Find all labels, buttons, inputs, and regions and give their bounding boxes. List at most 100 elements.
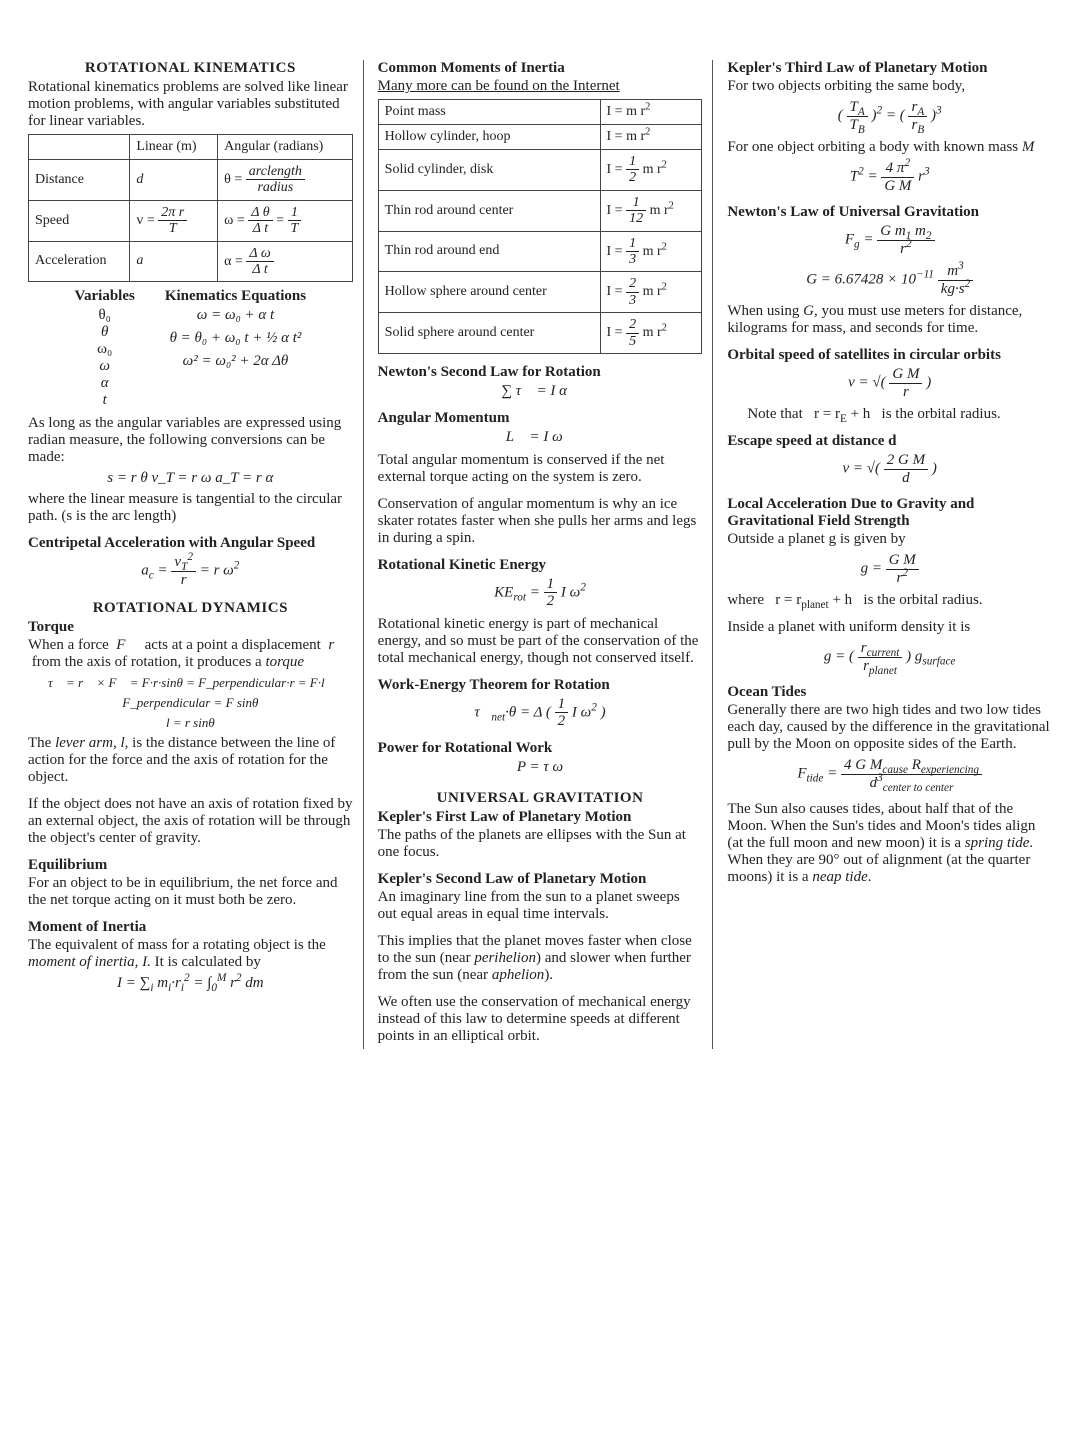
var-1: θ bbox=[75, 324, 135, 341]
k2-p2: This implies that the planet moves faste… bbox=[378, 933, 703, 984]
tide-title: Ocean Tides bbox=[727, 684, 1052, 701]
column-2: Common Moments of Inertia Many more can … bbox=[378, 60, 714, 1049]
wet-title: Work-Energy Theorem for Rotation bbox=[378, 677, 703, 694]
ke-0: ω = ω₀ + α t bbox=[165, 307, 306, 324]
var-5: t bbox=[75, 392, 135, 409]
n2r-title: Newton's Second Law for Rotation bbox=[378, 364, 703, 381]
angmom-eq: L⃗ = I ω⃗ bbox=[378, 429, 703, 446]
esc-title: Escape speed at distance d bbox=[727, 433, 1052, 450]
m1n: Hollow cylinder, hoop bbox=[378, 125, 600, 150]
centripetal-title: Centripetal Acceleration with Angular Sp… bbox=[28, 535, 353, 552]
m6e: I = 25 m r2 bbox=[600, 313, 702, 354]
locg-p1: Outside a planet g is given by bbox=[727, 531, 1052, 548]
kr1-label: Speed bbox=[29, 200, 130, 241]
angmom-p2: Conservation of angular momentum is why … bbox=[378, 496, 703, 547]
tide-p2: The Sun also causes tides, about half th… bbox=[727, 801, 1052, 886]
k3-eq1: ( TATB )2 = ( rArB )3 bbox=[727, 99, 1052, 133]
m0e: I = m r2 bbox=[600, 100, 702, 125]
locg-p2: Inside a planet with uniform density it … bbox=[727, 619, 1052, 636]
torque-p2: The lever arm, l, is the distance betwee… bbox=[28, 735, 353, 786]
k3-title: Kepler's Third Law of Planetary Motion bbox=[727, 60, 1052, 77]
orb-note: Note that r = rE + h is the orbital radi… bbox=[747, 406, 1052, 423]
equil-p: For an object to be in equilibrium, the … bbox=[28, 875, 353, 909]
kr2-ang: α = Δ ωΔ t bbox=[218, 241, 353, 282]
angmom-p1: Total angular momentum is conserved if t… bbox=[378, 452, 703, 486]
k2-p1: An imaginary line from the sun to a plan… bbox=[378, 889, 703, 923]
ke-1: θ = θ₀ + ω₀ t + ½ α t² bbox=[165, 330, 306, 347]
moi-title: Moment of Inertia bbox=[28, 919, 353, 936]
orb-title: Orbital speed of satellites in circular … bbox=[727, 347, 1052, 364]
nug-eq1: Fg = G m1 m2r2 bbox=[727, 223, 1052, 257]
conv-eq: s = r θ v_T = r ω a_T = r α bbox=[28, 470, 353, 487]
rot-kinematics-title: ROTATIONAL KINEMATICS bbox=[28, 60, 353, 77]
m6n: Solid sphere around center bbox=[378, 313, 600, 354]
k1-p: The paths of the planets are ellipses wi… bbox=[378, 827, 703, 861]
conv-intro: As long as the angular variables are exp… bbox=[28, 415, 353, 466]
kinematics-table: Linear (m) Angular (radians) Distance d … bbox=[28, 134, 353, 282]
kr0-lin: d bbox=[130, 160, 218, 201]
m1e: I = m r2 bbox=[600, 125, 702, 150]
locg-eq2: g = ( rcurrentrplanet ) gsurface bbox=[727, 640, 1052, 674]
column-3: Kepler's Third Law of Planetary Motion F… bbox=[727, 60, 1052, 1049]
locg-eq1: g = G Mr2 bbox=[727, 552, 1052, 586]
kh-1: Linear (m) bbox=[130, 135, 218, 160]
m3n: Thin rod around center bbox=[378, 190, 600, 231]
locg-note: where r = rplanet + h is the orbital rad… bbox=[727, 592, 1052, 609]
moi-common-title: Common Moments of Inertia bbox=[378, 60, 703, 77]
kr1-ang: ω = Δ θΔ t = 1T bbox=[218, 200, 353, 241]
nug-eq2: G = 6.67428 × 10−11 m3kg·s2 bbox=[727, 263, 1052, 297]
k2-title: Kepler's Second Law of Planetary Motion bbox=[378, 871, 703, 888]
orb-eq: v = √( G Mr ) bbox=[727, 366, 1052, 400]
centripetal-eq: ac = vT2r = r ω2 bbox=[28, 554, 353, 588]
var-4: α bbox=[75, 375, 135, 392]
torque-title: Torque bbox=[28, 619, 353, 636]
nug-title: Newton's Law of Universal Gravitation bbox=[727, 204, 1052, 221]
n2r-eq: ∑ τ⃗ = I α⃗ bbox=[378, 383, 703, 400]
moi-table: Point massI = m r2 Hollow cylinder, hoop… bbox=[378, 99, 703, 354]
page-columns: ROTATIONAL KINEMATICS Rotational kinemat… bbox=[28, 60, 1052, 1049]
wet-eq: τ⃗net·θ = Δ ( 12 I ω2 ) bbox=[378, 696, 703, 730]
kin-eq-title: Kinematics Equations bbox=[165, 288, 306, 305]
kh-0 bbox=[29, 135, 130, 160]
moi-eq: I = ∑i mi·ri2 = ∫0M r2 dm bbox=[28, 975, 353, 992]
moi-common-sub: Many more can be found on the Internet bbox=[378, 78, 703, 95]
kr2-label: Acceleration bbox=[29, 241, 130, 282]
kr0-label: Distance bbox=[29, 160, 130, 201]
column-1: ROTATIONAL KINEMATICS Rotational kinemat… bbox=[28, 60, 364, 1049]
m4n: Thin rod around end bbox=[378, 231, 600, 272]
torque-eq2: F_perpendicular = F sinθ bbox=[28, 695, 353, 711]
var-2: ω₀ bbox=[75, 341, 135, 358]
tide-eq: Ftide = 4 G Mcause Rexperiencingd3center… bbox=[727, 757, 1052, 791]
rke-eq: KErot = 12 I ω2 bbox=[378, 576, 703, 610]
equil-title: Equilibrium bbox=[28, 857, 353, 874]
k1-title: Kepler's First Law of Planetary Motion bbox=[378, 809, 703, 826]
pow-eq: P = τ ω bbox=[378, 759, 703, 776]
kr2-lin: a bbox=[130, 241, 218, 282]
torque-p1: When a force F⃗ acts at a point a displa… bbox=[28, 637, 353, 671]
rke-p: Rotational kinetic energy is part of mec… bbox=[378, 616, 703, 667]
ke-2: ω² = ω₀² + 2α Δθ bbox=[165, 353, 306, 370]
torque-p3: If the object does not have an axis of r… bbox=[28, 796, 353, 847]
k3-eq2: T2 = 4 π2G M r3 bbox=[727, 160, 1052, 194]
pow-title: Power for Rotational Work bbox=[378, 740, 703, 757]
m5e: I = 23 m r2 bbox=[600, 272, 702, 313]
esc-eq: v = √( 2 G Md ) bbox=[727, 452, 1052, 486]
kh-2: Angular (radians) bbox=[218, 135, 353, 160]
ug-title: UNIVERSAL GRAVITATION bbox=[378, 790, 703, 807]
var-3: ω bbox=[75, 358, 135, 375]
moi-p: The equivalent of mass for a rotating ob… bbox=[28, 937, 353, 971]
k3-p1: For two objects orbiting the same body, bbox=[727, 78, 1052, 95]
angmom-title: Angular Momentum bbox=[378, 410, 703, 427]
vars-title: Variables bbox=[75, 288, 135, 305]
rke-title: Rotational Kinetic Energy bbox=[378, 557, 703, 574]
k3-p2: For one object orbiting a body with know… bbox=[727, 139, 1052, 156]
m4e: I = 13 m r2 bbox=[600, 231, 702, 272]
m2n: Solid cylinder, disk bbox=[378, 150, 600, 191]
var-0: θ₀ bbox=[75, 307, 135, 324]
m5n: Hollow sphere around center bbox=[378, 272, 600, 313]
tide-p1: Generally there are two high tides and t… bbox=[727, 702, 1052, 753]
m0n: Point mass bbox=[378, 100, 600, 125]
torque-eq1: τ⃗ = r⃗ × F⃗ = F·r·sinθ = F_perpendicula… bbox=[48, 675, 353, 691]
rot-dyn-title: ROTATIONAL DYNAMICS bbox=[28, 600, 353, 617]
rot-kinematics-intro: Rotational kinematics problems are solve… bbox=[28, 79, 353, 130]
